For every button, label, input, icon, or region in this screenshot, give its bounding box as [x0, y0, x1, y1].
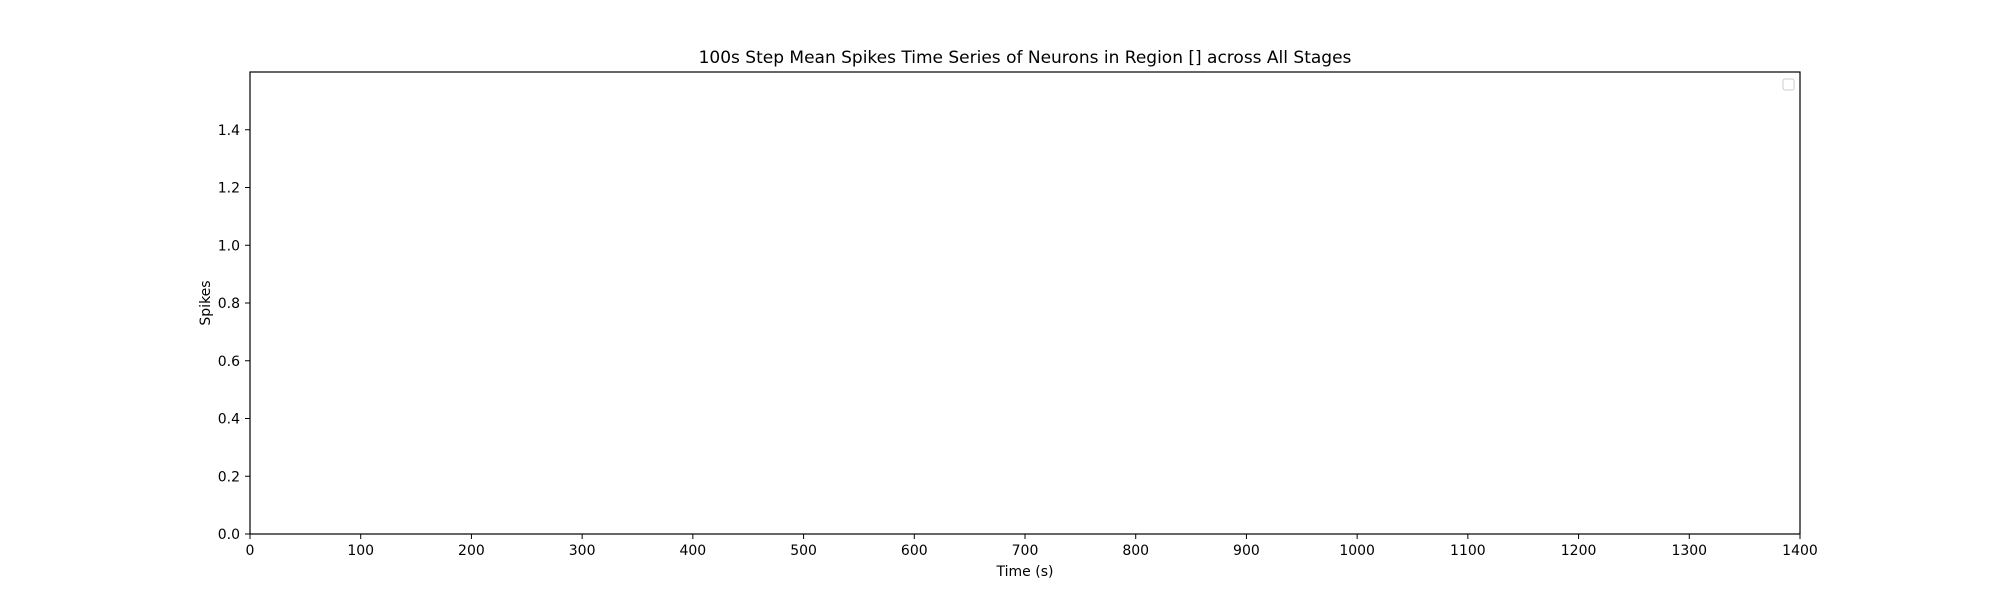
x-tick-label: 700 [1012, 543, 1039, 559]
x-axis-label: Time (s) [996, 564, 1054, 580]
y-tick-label: 0.2 [218, 469, 240, 485]
y-axis-label: Spikes [198, 280, 214, 325]
y-tick-label: 0.6 [218, 354, 240, 370]
x-tick-label: 600 [901, 543, 928, 559]
x-tick-label: 100 [347, 543, 374, 559]
x-tick-label: 1200 [1561, 543, 1597, 559]
x-tick-label: 500 [790, 543, 817, 559]
x-tick-label: 400 [679, 543, 706, 559]
x-tick-label: 1400 [1782, 543, 1818, 559]
x-tick-label: 300 [569, 543, 596, 559]
chart-title: 100s Step Mean Spikes Time Series of Neu… [699, 48, 1352, 68]
x-tick-label: 900 [1233, 543, 1260, 559]
x-tick-label: 800 [1122, 543, 1149, 559]
y-tick-label: 0.0 [218, 527, 240, 543]
y-axis-ticks: 0.0 0.2 0.4 0.6 0.8 1.0 1.2 1.4 [218, 123, 250, 543]
y-tick-label: 0.4 [218, 412, 240, 428]
y-tick-label: 1.0 [218, 238, 240, 254]
x-tick-label: 1100 [1450, 543, 1486, 559]
x-tick-label: 1000 [1339, 543, 1375, 559]
y-tick-label: 0.8 [218, 296, 240, 312]
legend-box [1782, 78, 1795, 91]
x-axis-ticks: 0 100 200 300 400 500 600 700 800 900 1000 1100 1200… [246, 534, 1818, 559]
y-tick-label: 1.4 [218, 123, 240, 139]
y-tick-label: 1.2 [218, 181, 240, 197]
x-tick-label: 1300 [1671, 543, 1707, 559]
x-tick-label: 200 [458, 543, 485, 559]
plot-area [249, 71, 1801, 535]
x-tick-label: 0 [246, 543, 255, 559]
